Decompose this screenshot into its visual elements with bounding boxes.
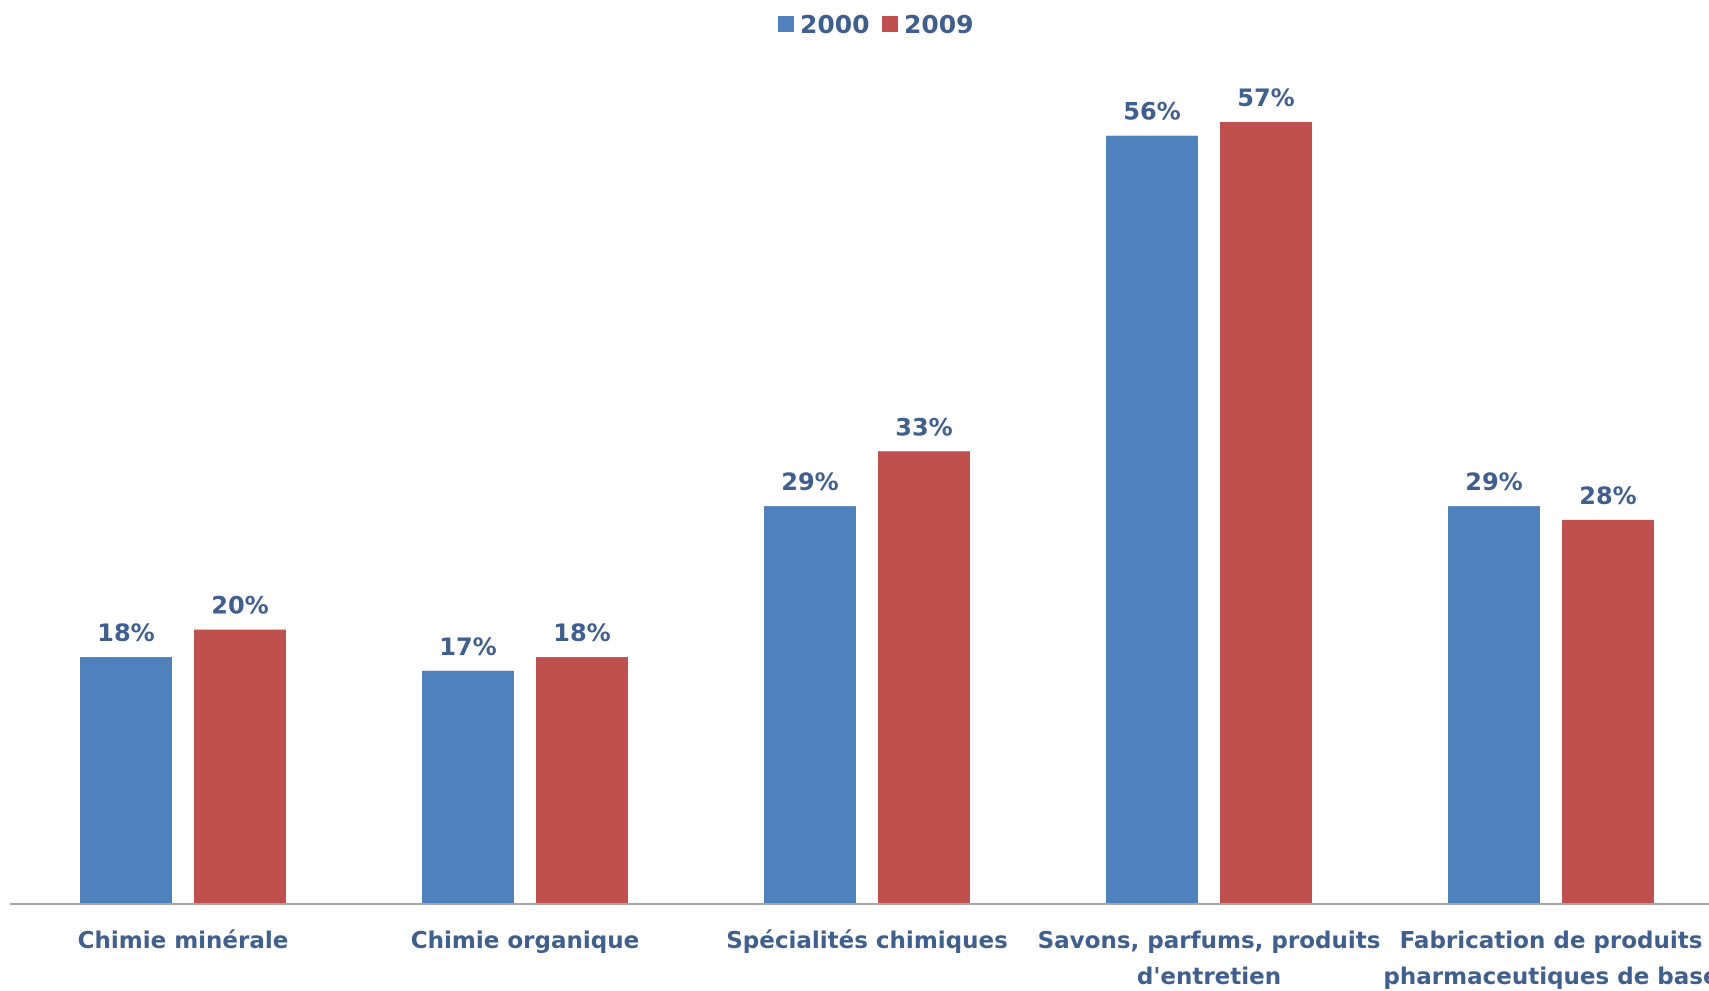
category-label-1-line-0: Chimie organique xyxy=(411,928,639,954)
data-labels-layer: 18% 20% 17% 18% 29% 33% 56% 57% 29% 28% xyxy=(97,84,1636,661)
chart-legend: 2000 2009 xyxy=(778,10,974,39)
bar-2009-0 xyxy=(194,629,286,904)
category-label-3-line-1: d'entretien xyxy=(1137,964,1281,990)
bar-2009-3 xyxy=(1220,122,1312,904)
legend-label-2000: 2000 xyxy=(800,10,870,39)
category-label-2-line-0: Spécialités chimiques xyxy=(726,928,1008,954)
legend-label-2009: 2009 xyxy=(904,10,974,39)
bar-2000-2 xyxy=(764,506,856,904)
bar-2009-1 xyxy=(536,657,628,904)
bar-2000-1 xyxy=(422,670,514,904)
category-label-4-line-1: pharmaceutiques de base xyxy=(1383,964,1709,990)
bar-2000-0 xyxy=(80,657,172,904)
bar-2000-3 xyxy=(1106,135,1198,904)
data-label-2000-0: 18% xyxy=(97,619,154,647)
category-label-4-line-0: Fabrication de produits xyxy=(1400,928,1703,954)
data-label-2000-1: 17% xyxy=(439,633,496,661)
data-label-2009-1: 18% xyxy=(553,619,610,647)
data-label-2009-2: 33% xyxy=(895,413,952,441)
category-label-3-line-0: Savons, parfums, produits xyxy=(1038,928,1381,954)
bar-2009-2 xyxy=(878,451,970,904)
data-label-2000-4: 29% xyxy=(1465,468,1522,496)
category-label-0-line-0: Chimie minérale xyxy=(78,928,289,954)
data-label-2009-4: 28% xyxy=(1579,482,1636,510)
category-labels-layer: Chimie minérale Chimie organique Spécialit… xyxy=(78,928,1709,990)
data-label-2000-2: 29% xyxy=(781,468,838,496)
data-label-2009-3: 57% xyxy=(1237,84,1294,112)
legend-swatch-2000 xyxy=(778,16,794,32)
data-label-2009-0: 20% xyxy=(211,592,268,620)
bars-layer xyxy=(80,122,1654,904)
legend-swatch-2009 xyxy=(882,16,898,32)
bar-2009-4 xyxy=(1562,519,1654,904)
data-label-2000-3: 56% xyxy=(1123,98,1180,126)
bar-2000-4 xyxy=(1448,506,1540,904)
